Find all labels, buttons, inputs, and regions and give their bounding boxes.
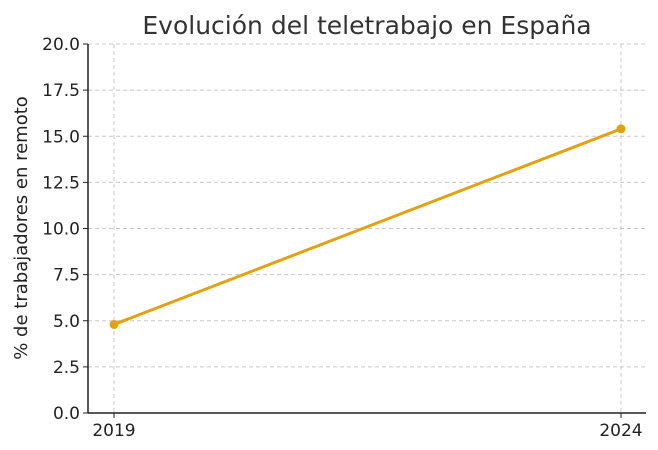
grid-lines — [88, 43, 646, 414]
series-layer — [109, 124, 626, 329]
chart-title: Evolución del teletrabajo en España — [142, 11, 591, 40]
y-tick-label: 20.0 — [42, 35, 80, 55]
series-line — [112, 127, 623, 326]
y-tick-label: 10.0 — [42, 220, 80, 240]
y-tick-label: 2.5 — [53, 358, 80, 378]
y-tick-label: 15.0 — [42, 127, 80, 147]
y-tick-label: 0.0 — [53, 404, 80, 424]
data-point — [616, 124, 626, 134]
y-tick-label: 17.5 — [42, 81, 80, 101]
x-tick-label: 2024 — [599, 421, 642, 441]
y-tick-label: 7.5 — [53, 266, 80, 286]
axes — [83, 43, 646, 418]
y-tick-label: 5.0 — [53, 312, 80, 332]
tick-labels: 0.0 2.5 5.0 7.5 10.0 12.5 15.0 17.5 20.0 2019 2024 — [42, 35, 642, 441]
y-tick-label: 12.5 — [42, 173, 80, 193]
data-point — [109, 319, 119, 329]
x-tick-label: 2019 — [92, 421, 135, 441]
y-axis-label: % de trabajadores en remoto — [11, 96, 32, 360]
